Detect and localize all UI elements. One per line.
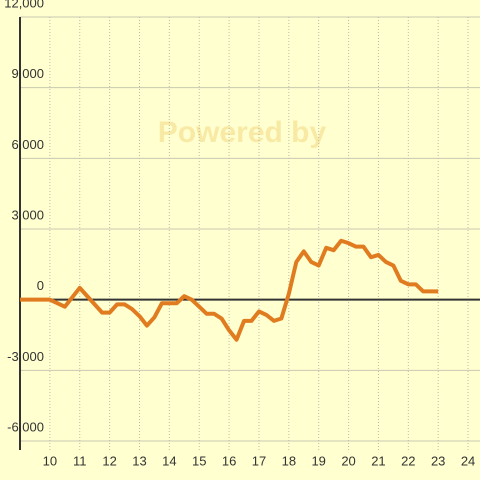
watermark: Powered by xyxy=(158,116,327,149)
x-tick-label: 15 xyxy=(192,453,206,468)
x-tick-label: 13 xyxy=(132,453,146,468)
x-tick-label: 17 xyxy=(252,453,266,468)
x-tick-label: 12 xyxy=(102,453,116,468)
x-tick-label: 23 xyxy=(431,453,445,468)
x-tick-label: 19 xyxy=(311,453,325,468)
x-tick-label: 14 xyxy=(162,453,176,468)
x-tick-label: 16 xyxy=(222,453,236,468)
y-tick-label: 6,000 xyxy=(11,137,44,152)
x-tick-label: 10 xyxy=(43,453,57,468)
y-tick-label: 12,000 xyxy=(4,0,44,10)
x-tick-label: 18 xyxy=(282,453,296,468)
x-tick-label: 20 xyxy=(341,453,355,468)
y-tick-label: -3,000 xyxy=(7,349,44,364)
y-tick-label: 9,000 xyxy=(11,66,44,81)
y-tick-label: 3,000 xyxy=(11,207,44,222)
x-tick-label: 24 xyxy=(461,453,475,468)
y-tick-label: 0 xyxy=(37,278,44,293)
x-tick-label: 11 xyxy=(73,453,87,468)
data-line xyxy=(20,238,439,342)
x-tick-label: 21 xyxy=(371,453,385,468)
x-tick-label: 22 xyxy=(401,453,415,468)
y-tick-label: -6,000 xyxy=(7,419,44,434)
